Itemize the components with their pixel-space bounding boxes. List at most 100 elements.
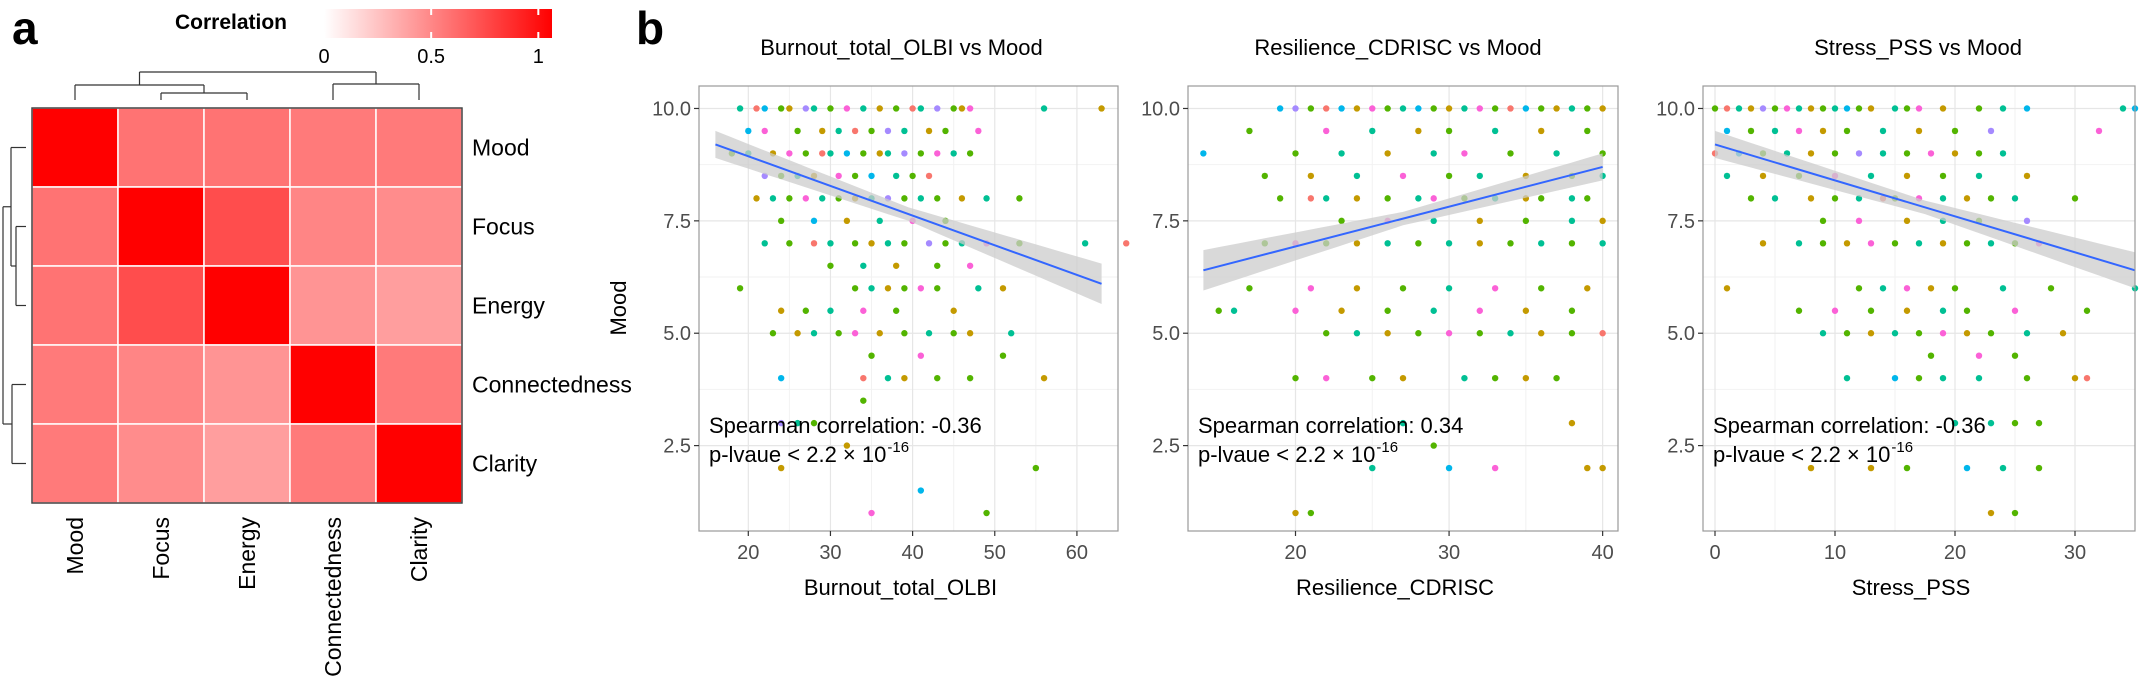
data-point (1939, 330, 1947, 337)
data-point (1843, 105, 1851, 112)
data-point (1843, 330, 1851, 337)
data-point (1831, 195, 1839, 202)
data-point (827, 150, 834, 157)
data-point (917, 195, 925, 202)
heatmap-border (31, 107, 463, 504)
data-point (1415, 195, 1422, 202)
data-point (884, 285, 892, 292)
y-tick-label: 5.0 (663, 323, 691, 345)
data-point (1939, 105, 1947, 112)
regression-line (1714, 143, 2136, 272)
data-point (1963, 464, 1971, 472)
data-point (835, 172, 842, 180)
heatmap-cell (31, 423, 119, 504)
data-point (1987, 195, 1995, 202)
heatmap-cell (117, 423, 205, 504)
data-point (1538, 195, 1545, 202)
data-point (1599, 217, 1606, 225)
data-point (1538, 127, 1545, 135)
heatmap-cell (203, 107, 291, 188)
data-point (1891, 330, 1899, 337)
data-point (1819, 217, 1827, 225)
correlation-heatmap: Mood Focus Energy Connectedness Clarity Mood… (2, 71, 632, 677)
data-point (1338, 105, 1345, 112)
data-point (2119, 105, 2127, 112)
data-point (1963, 330, 1971, 337)
data-point (1939, 307, 1947, 314)
data-point (1867, 105, 1875, 112)
data-point (1230, 307, 1238, 314)
data-point (843, 217, 851, 225)
data-point (966, 105, 974, 112)
data-point (868, 509, 875, 517)
heatmap-cell (289, 265, 377, 346)
heatmap-cell (203, 186, 291, 267)
data-point (901, 285, 908, 292)
data-point (2023, 330, 2031, 337)
data-point (1384, 105, 1391, 112)
data-point (901, 127, 908, 135)
data-point (1040, 105, 1048, 112)
data-point (966, 330, 974, 337)
data-point (876, 105, 883, 112)
data-point (1369, 105, 1376, 112)
heatmap-cell (289, 344, 377, 425)
data-point (2095, 127, 2103, 135)
data-point (1369, 127, 1376, 135)
data-point (999, 285, 1007, 292)
data-point (753, 195, 760, 202)
data-point (860, 374, 867, 382)
data-point (1292, 150, 1299, 157)
data-point (1369, 464, 1376, 472)
data-point (901, 195, 908, 202)
data-point (1891, 105, 1899, 112)
x-tick-label: 30 (2064, 542, 2086, 564)
pvalue-exponent: -16 (1376, 439, 1398, 456)
data-point (1476, 172, 1483, 180)
data-point (1795, 240, 1803, 247)
data-point (1795, 307, 1803, 314)
scatter-title-stress: Stress_PSS vs Mood (1814, 35, 2022, 60)
heatmap-column-label: Energy (234, 517, 260, 590)
data-point (1476, 240, 1483, 247)
x-tick-label: 20 (1284, 542, 1306, 564)
heatmap-cell (375, 423, 463, 504)
data-point (1369, 374, 1376, 382)
data-point (1399, 419, 1407, 427)
data-point (892, 307, 900, 314)
data-point (1538, 330, 1545, 337)
data-point (1939, 172, 1947, 180)
data-point (1246, 127, 1253, 135)
data-point (777, 464, 785, 472)
data-point (934, 262, 941, 269)
data-point (1568, 330, 1576, 337)
data-point (1819, 127, 1827, 135)
data-point (1507, 240, 1514, 247)
pvalue-exponent: -16 (887, 439, 909, 456)
data-point (827, 240, 834, 247)
data-point (851, 240, 859, 247)
data-point (2023, 217, 2031, 225)
data-point (999, 352, 1007, 359)
data-point (1807, 105, 1815, 112)
data-point (1599, 240, 1606, 247)
data-point (1879, 127, 1887, 135)
data-point (925, 172, 933, 180)
data-point (819, 127, 826, 135)
data-point (1747, 105, 1755, 112)
data-point (1538, 240, 1545, 247)
data-point (777, 307, 785, 314)
data-point (819, 195, 826, 202)
x-tick-label: 0 (1709, 542, 1720, 564)
confidence-band (1715, 130, 2135, 289)
confidence-band (715, 130, 1102, 304)
x-tick-label: 10 (1824, 542, 1846, 564)
y-tick-label: 10.0 (1656, 98, 1695, 120)
data-point (1522, 217, 1530, 225)
data-point (876, 330, 883, 337)
legend-tick-label: 0.5 (417, 46, 445, 68)
data-point (1461, 374, 1468, 382)
data-point (1999, 105, 2007, 112)
data-point (868, 285, 875, 292)
